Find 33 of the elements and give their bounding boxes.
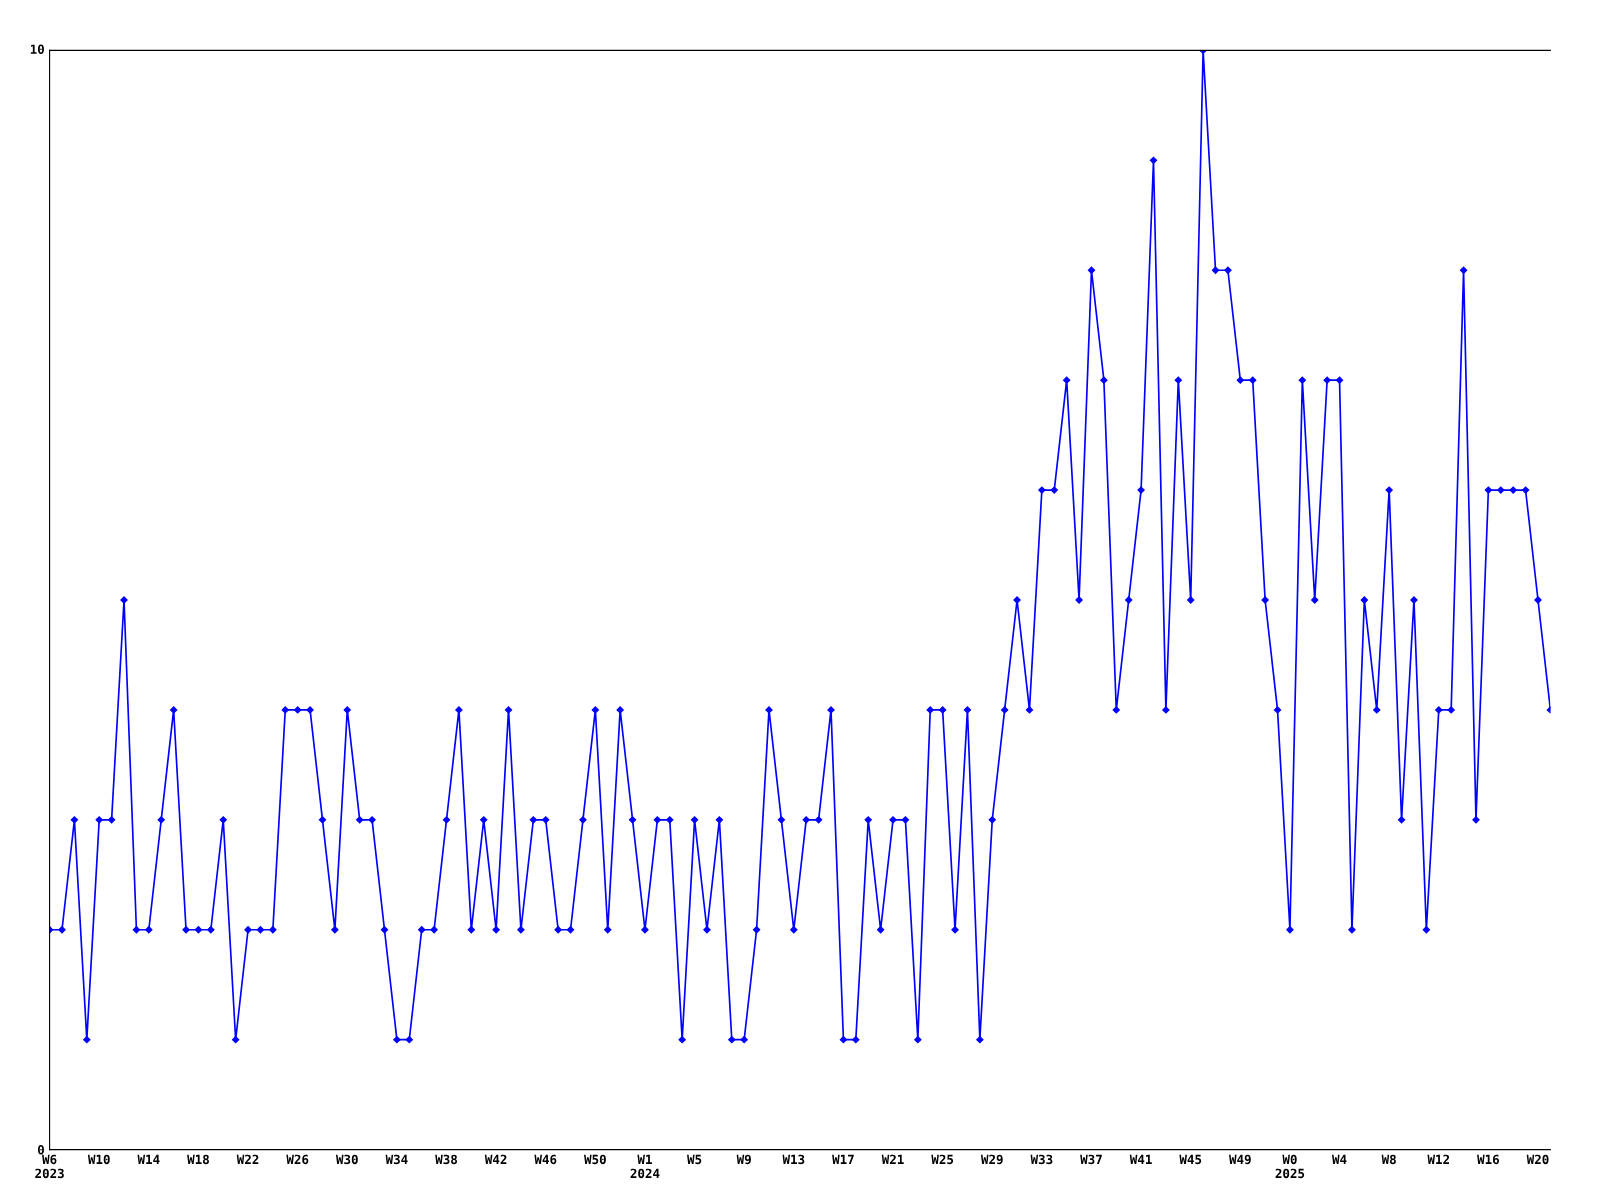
x-tick-label: W0 2025: [1275, 1154, 1305, 1179]
x-tick-label: W9: [736, 1154, 751, 1165]
x-tick-label: W25: [931, 1154, 954, 1165]
x-tick-label: W13: [782, 1154, 805, 1165]
x-tick-label: W4: [1332, 1154, 1347, 1164]
x-tick-label: W38: [435, 1154, 458, 1165]
x-tick-label: W12: [1427, 1154, 1450, 1164]
x-tick-label: W5: [687, 1154, 702, 1165]
x-tick-label: W30: [335, 1154, 358, 1165]
x-tick-label: W26: [286, 1154, 309, 1165]
y-tick-label: 0: [37, 1145, 44, 1155]
x-tick-label: W14: [137, 1154, 160, 1164]
y-tick-label: 10: [30, 44, 44, 55]
x-tick-label: W49: [1229, 1154, 1251, 1165]
x-tick-label: W16: [1477, 1154, 1499, 1165]
x-tick-label: W50: [584, 1154, 606, 1165]
x-tick-label: W20: [1526, 1154, 1549, 1165]
x-tick-label: W41: [1129, 1154, 1152, 1164]
x-tick-label: W8: [1381, 1154, 1396, 1165]
x-tick-label: W18: [187, 1154, 209, 1165]
x-tick-label: W42: [484, 1154, 507, 1164]
x-tick-label: W22: [236, 1154, 259, 1164]
x-tick-label: W6 2023: [35, 1154, 64, 1179]
x-tick-label: W45: [1179, 1154, 1202, 1165]
x-tick-label: W37: [1080, 1154, 1102, 1165]
x-tick-label: W29: [980, 1154, 1003, 1165]
x-tick-label: W10: [87, 1154, 110, 1165]
x-tick-label: W34: [385, 1154, 408, 1165]
x-tick-label: W17: [832, 1154, 854, 1164]
x-tick-label: W46: [534, 1154, 557, 1165]
x-tick-label: W33: [1030, 1154, 1053, 1165]
x-tick-label: W1 2024: [630, 1154, 660, 1179]
x-tick-label: W21: [881, 1154, 904, 1164]
